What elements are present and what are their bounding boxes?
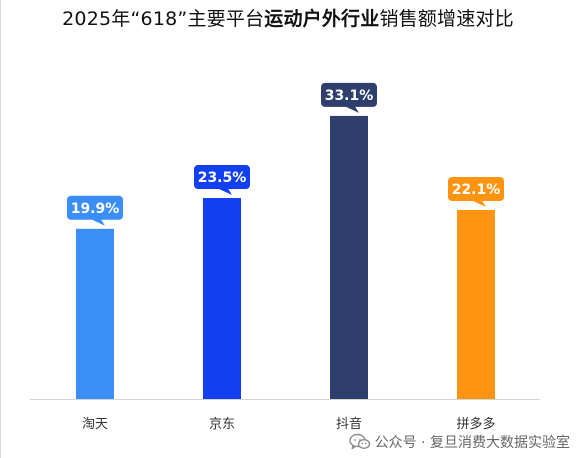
x-tick-label: 抖音 (336, 416, 362, 432)
data-label-pointer (345, 106, 359, 113)
data-label: 23.5% (198, 170, 247, 186)
data-label-bubble: 33.1% (321, 82, 377, 113)
wechat-icon (348, 433, 370, 450)
data-label-bubble: 19.9% (67, 195, 123, 226)
data-label: 19.9% (71, 201, 120, 217)
bar-拼多多 (457, 209, 495, 399)
watermark-text: 公众号 · 复旦消费大数据实验室 (374, 435, 570, 451)
x-tick-label: 京东 (209, 417, 235, 432)
data-label-pointer (218, 188, 232, 196)
bar-淘天 (76, 228, 114, 399)
data-label-background (448, 176, 504, 201)
data-label-bubble: 23.5% (194, 165, 250, 196)
watermark: 公众号 · 复旦消费大数据实验室 (348, 432, 570, 452)
data-label-bubble: 22.1% (448, 176, 504, 207)
x-tick-label: 拼多多 (456, 416, 495, 432)
left-border-line (0, 0, 1, 458)
x-tick-label: 淘天 (82, 417, 108, 432)
data-label-background (194, 165, 250, 190)
data-label-pointer (472, 200, 486, 207)
data-label-background (67, 195, 123, 220)
title-suffix: 销售额增速对比 (379, 8, 514, 30)
bar-京东 (203, 198, 241, 399)
data-label: 33.1% (325, 88, 374, 104)
data-label: 22.1% (452, 182, 501, 198)
bar-抖音 (330, 115, 368, 400)
title-emphasis: 运动户外行业 (264, 8, 380, 30)
data-label-pointer (91, 219, 105, 226)
title-prefix: 2025年“618”主要平台 (62, 8, 265, 30)
chart-title: 2025年“618”主要平台运动户外行业销售额增速对比 (0, 4, 576, 31)
data-label-background (321, 82, 377, 107)
